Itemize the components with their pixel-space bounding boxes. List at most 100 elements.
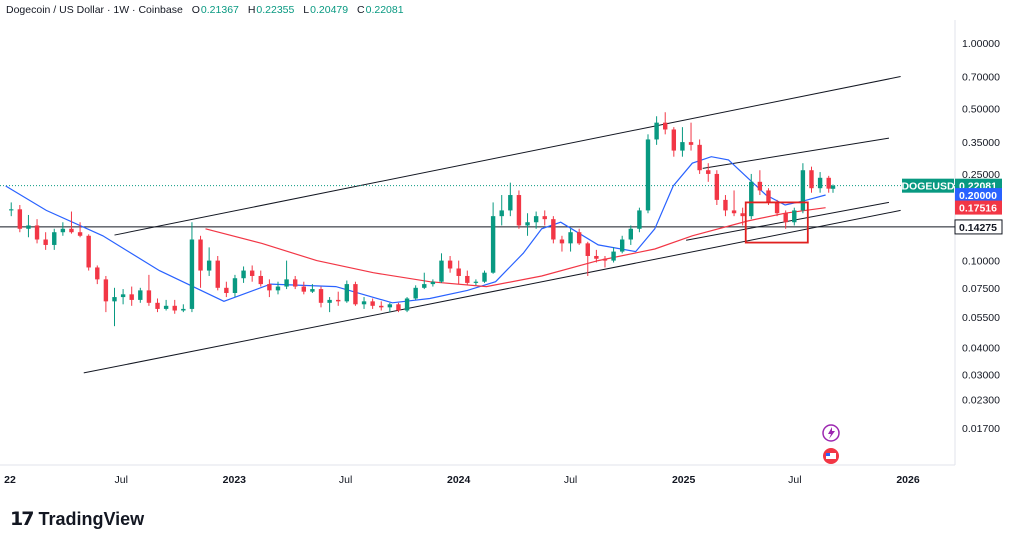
candle <box>52 228 57 250</box>
candle-body <box>267 284 272 291</box>
candle <box>138 287 143 303</box>
price-axis-tick: 0.03000 <box>962 369 1000 381</box>
candle <box>129 286 134 306</box>
moving-averages <box>5 156 826 304</box>
price-axis-tick: 0.05500 <box>962 312 1000 324</box>
candle-body <box>465 275 470 283</box>
candle <box>619 235 625 254</box>
candle-body <box>43 239 48 245</box>
candle-body <box>103 279 109 302</box>
candle <box>112 287 117 327</box>
candle-body <box>671 129 677 151</box>
candle <box>645 134 651 214</box>
candle <box>198 235 203 288</box>
time-axis-tick: 2025 <box>672 474 696 486</box>
candle-body <box>714 173 720 200</box>
candle-body <box>172 305 177 311</box>
candle-body <box>9 209 14 211</box>
candle-body <box>189 239 195 309</box>
candle-body <box>766 190 771 203</box>
candle <box>551 216 556 244</box>
candle-body <box>830 185 836 189</box>
candle <box>146 274 152 306</box>
candle <box>585 241 590 276</box>
candle-body <box>26 225 31 229</box>
candle-body <box>533 216 539 223</box>
candle-body <box>654 122 659 140</box>
candle-body <box>568 232 573 244</box>
price-tag: 0.20000 <box>955 188 1002 203</box>
candle <box>77 222 83 238</box>
candle-body <box>439 260 444 282</box>
candle <box>663 112 668 135</box>
candle-body <box>353 284 358 305</box>
candle <box>465 270 470 286</box>
candle-body <box>499 210 504 217</box>
price-axis[interactable]: 1.00000 0.70000 0.50000 0.35000 0.25000 0.100… <box>962 38 1000 435</box>
candle-body <box>619 239 625 252</box>
time-axis[interactable]: 22 Jul 2023 Jul 2024 Jul 2025 Jul 2026 <box>4 474 920 486</box>
channel-lower-line <box>83 209 901 374</box>
candle-body <box>224 287 229 293</box>
price-tag-value: 0.17516 <box>959 203 997 215</box>
candle <box>757 170 763 196</box>
ohlc-low: L0.20479 <box>303 4 349 16</box>
lightning-icon[interactable] <box>822 424 840 442</box>
candle <box>723 195 728 217</box>
price-tag-value: 0.20000 <box>959 190 997 202</box>
candle <box>103 275 109 313</box>
candle-body <box>77 232 83 236</box>
candle-body <box>576 232 582 244</box>
candle <box>447 255 453 273</box>
time-axis-tick: 2023 <box>223 474 247 486</box>
candle-body <box>34 225 40 240</box>
candle-body <box>688 142 694 145</box>
price-axis-tick: 0.10000 <box>962 256 1000 268</box>
candle-body <box>516 195 522 226</box>
candle <box>292 275 298 290</box>
candle <box>206 247 212 276</box>
moving-average-slow <box>205 207 826 288</box>
candle-body <box>361 301 367 305</box>
candle <box>817 172 823 193</box>
candle <box>430 279 436 287</box>
flag-icon[interactable] <box>823 448 839 464</box>
candle <box>568 228 573 252</box>
candle-body <box>774 202 780 214</box>
candle-body <box>800 170 806 211</box>
candle <box>69 211 74 234</box>
price-axis-tick: 1.00000 <box>962 38 1000 50</box>
candle-body <box>637 210 642 229</box>
candle <box>353 281 358 306</box>
candle <box>637 207 642 233</box>
candle-body <box>344 284 350 302</box>
candle-body <box>792 210 797 223</box>
candle <box>396 302 401 313</box>
tradingview-logo[interactable]: 17 TradingView <box>10 508 144 530</box>
candle-body <box>129 294 134 300</box>
candle <box>611 247 616 263</box>
candle <box>43 232 48 250</box>
trendlines <box>0 76 955 374</box>
candle <box>706 163 711 182</box>
candle <box>189 222 195 313</box>
candle-body <box>258 275 263 285</box>
candle <box>809 166 814 193</box>
candle <box>602 255 608 268</box>
candle-body <box>241 270 246 279</box>
candle-body <box>413 287 418 299</box>
ohlc-close: C0.22081 <box>357 4 404 16</box>
candle-body <box>301 286 307 292</box>
candle-body <box>318 289 324 303</box>
candle <box>680 127 685 157</box>
candle-body <box>404 298 410 311</box>
candle-body <box>585 243 590 256</box>
candle-body <box>249 270 255 276</box>
ohlc-high: H0.22355 <box>247 4 295 16</box>
candle-body <box>645 139 651 211</box>
candle-body <box>232 278 238 293</box>
candle <box>533 211 539 229</box>
candle <box>749 173 754 220</box>
candle <box>26 214 31 238</box>
